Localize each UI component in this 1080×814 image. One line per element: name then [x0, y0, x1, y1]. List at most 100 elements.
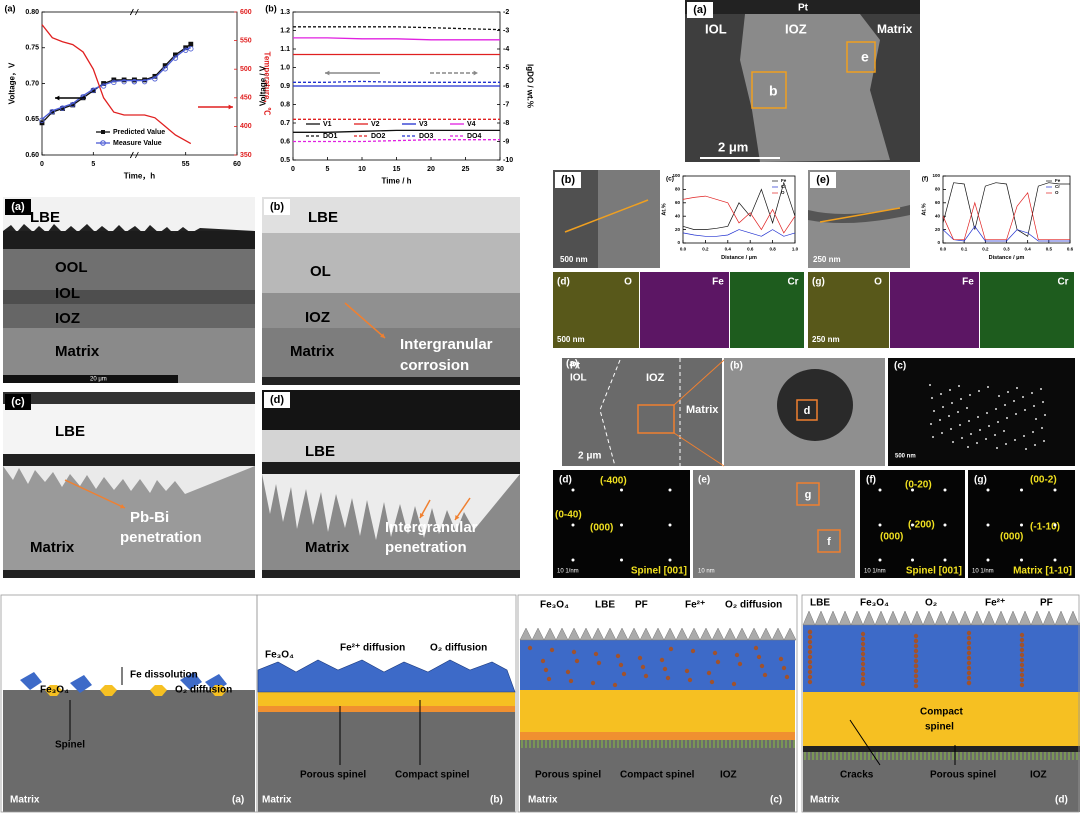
x-tick-label: 20 — [427, 166, 435, 173]
precipitate-dot — [987, 386, 989, 388]
legend-label: V4 — [467, 121, 476, 128]
element-label: Cr — [1057, 277, 1068, 288]
series-line — [41, 43, 192, 124]
spot — [911, 523, 914, 527]
lbe-drop — [966, 670, 972, 676]
pf-grain — [735, 627, 749, 641]
label: LBE — [595, 600, 615, 611]
spot — [620, 523, 623, 527]
panel-tag: (a) — [5, 3, 16, 13]
label: Fe₃O₄ — [540, 600, 569, 611]
panel-tag: (g) — [974, 475, 987, 486]
oxide-grain — [20, 672, 42, 690]
label: f — [827, 536, 831, 548]
precipitate-dot — [996, 447, 998, 449]
label: Matrix — [55, 343, 100, 360]
y-tick-label: 60 — [935, 200, 941, 205]
precipitate-dot — [930, 423, 932, 425]
scale-label: 500 nm — [895, 454, 916, 460]
label: Matrix — [10, 795, 40, 806]
x-tick-label: 0.4 — [1025, 247, 1032, 252]
spinel-grain — [45, 685, 62, 696]
pf-grain — [531, 627, 545, 641]
marker — [100, 83, 107, 89]
lbe-drop — [1019, 647, 1025, 653]
precipitate-dot — [961, 437, 963, 439]
label: Matrix — [528, 795, 558, 806]
lbe-drop — [966, 635, 972, 641]
label: Matrix — [686, 404, 719, 416]
panel-tag: (a) — [693, 4, 707, 16]
tag-box — [264, 199, 290, 215]
precipitate-dot — [1015, 413, 1017, 415]
lbe-drop — [913, 673, 919, 679]
lbe-drop — [549, 647, 555, 653]
lbe-drop — [807, 639, 813, 645]
precipitate-dot — [1022, 396, 1024, 398]
chart-bg — [253, 2, 540, 190]
lbe-drop — [966, 645, 972, 651]
series-line — [41, 24, 192, 145]
lbe-drop — [784, 674, 790, 680]
label: penetration — [385, 539, 467, 556]
pf-grain — [567, 627, 581, 641]
pf-grain — [783, 627, 797, 641]
lbe-drop — [807, 679, 813, 685]
lbe-drop — [543, 667, 549, 673]
inset-box — [637, 404, 675, 434]
y-tick-label: 0.80 — [25, 9, 39, 16]
lbe-drop — [860, 661, 866, 667]
y-tick-label: 0.6 — [280, 138, 290, 145]
label: b — [769, 83, 778, 99]
lbe-drop — [860, 666, 866, 672]
lbe-drop — [640, 664, 646, 670]
panel-tag: (f) — [866, 475, 876, 486]
lbe-drop — [568, 678, 574, 684]
precipitate-dot — [958, 385, 960, 387]
y-tick-label: 1.2 — [280, 27, 290, 34]
label: IOZ — [785, 21, 807, 36]
lbe-drop — [706, 670, 712, 676]
label: Fe²⁺ diffusion — [340, 643, 405, 654]
series-line — [682, 195, 796, 234]
precipitate-dot — [1032, 431, 1034, 433]
pf-grain — [615, 627, 629, 641]
arrow-head — [120, 503, 125, 509]
precipitate-dot — [949, 389, 951, 391]
y-tick-label: 0.7 — [280, 120, 290, 127]
micrograph — [693, 470, 855, 578]
legend-label: O — [781, 190, 785, 195]
precipitate-dot — [968, 420, 970, 422]
x-tick-label: 0.3 — [1003, 247, 1010, 252]
precipitate-dot — [1044, 414, 1046, 416]
lbe-drop — [762, 672, 768, 678]
element-label: O — [874, 277, 882, 288]
label: OOL — [55, 259, 88, 276]
pf-grain — [747, 627, 761, 641]
oxide-layer — [257, 659, 516, 693]
marker — [121, 78, 127, 85]
lbe-drop — [668, 646, 674, 652]
zone-label: Spinel [001] — [906, 566, 962, 577]
precipitate-dot — [941, 432, 943, 434]
precipitate-dot — [1004, 404, 1006, 406]
lbe-drop — [1019, 667, 1025, 673]
legend-label: DO3 — [419, 133, 434, 140]
pf-grain — [771, 627, 785, 641]
label: PF — [635, 600, 648, 611]
label: Intergranular — [385, 519, 478, 536]
label: Pb-Bi — [130, 509, 169, 526]
lbe-drop — [860, 636, 866, 642]
lbe-drop — [593, 651, 599, 657]
lbe-drop — [759, 663, 765, 669]
label: LBE — [308, 209, 338, 226]
lbe-drop — [807, 659, 813, 665]
info-bar — [262, 377, 520, 385]
pf-grain — [994, 610, 1008, 626]
label: Matrix — [290, 343, 335, 360]
x-tick-label: 0 — [40, 161, 44, 168]
region — [262, 462, 520, 474]
pf-grain — [711, 627, 725, 641]
arrow — [454, 497, 471, 521]
